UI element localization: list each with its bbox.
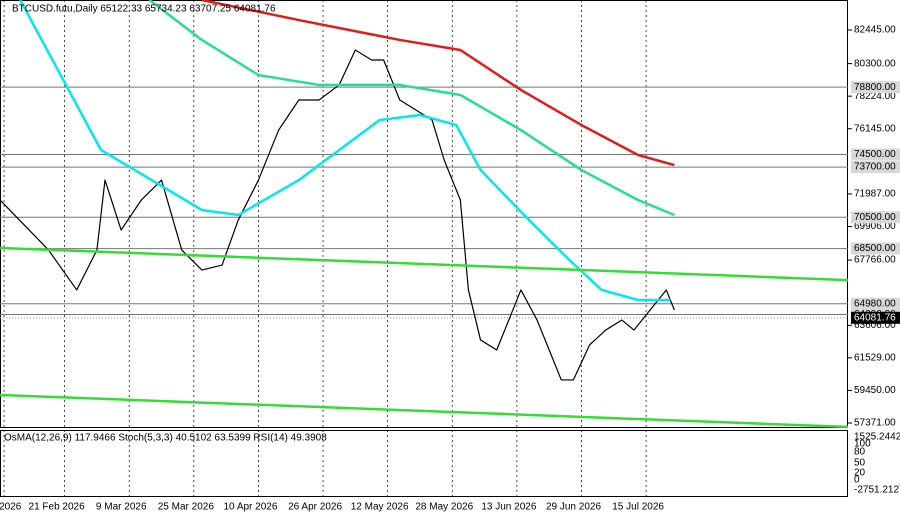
x-tick-label: 29 Jun 2026	[546, 502, 601, 513]
y-tick-label: 67766.00	[854, 255, 896, 266]
x-tick-label: 6 Feb 2026	[0, 502, 22, 513]
indicator-label: 80	[854, 447, 866, 458]
series-line	[201, 0, 675, 167]
indicator-label: 20	[854, 468, 866, 479]
x-tick-label: 9 Mar 2026	[96, 502, 147, 513]
indicator-label: 1525.2442	[854, 432, 900, 443]
indicator-panel	[0, 430, 848, 497]
y-tick-label: 61529.00	[854, 352, 896, 363]
x-tick-label: 21 Feb 2026	[29, 502, 86, 513]
y-tick-label: 78224.00	[854, 91, 896, 102]
series-line	[0, 49, 675, 381]
indicator-label: 50	[854, 458, 866, 469]
level-tag	[851, 211, 900, 224]
indicator-label: 0	[854, 475, 860, 486]
y-tick-label: 71987.00	[854, 189, 896, 200]
x-tick-label: 26 Apr 2026	[288, 502, 342, 513]
indicator-label: -2751.2127	[854, 485, 900, 496]
series-line	[0, 246, 849, 282]
level-label: 64980.00	[854, 298, 896, 309]
x-tick-label: 15 Jul 2026	[612, 502, 664, 513]
level-tag	[851, 81, 900, 94]
y-tick-label: 59450.00	[854, 385, 896, 396]
last-price-label: 64081.76	[854, 312, 896, 323]
level-label: 73700.00	[854, 162, 896, 173]
level-label: 70500.00	[854, 212, 896, 223]
chart-title: BTCUSD.futu,Daily 65122.33 65734.23 6370…	[12, 4, 276, 15]
y-tick-label: 69906.00	[854, 221, 896, 232]
level-label: 74500.00	[854, 149, 896, 160]
indicator-title: OsMA(12,26,9) 117.9466 Stoch(5,3,3) 40.5…	[4, 433, 327, 444]
x-tick-label: 10 Apr 2026	[223, 502, 277, 513]
main-panel	[0, 0, 848, 428]
level-label: 68500.00	[854, 243, 896, 254]
level-label: 78800.00	[854, 82, 896, 93]
x-tick-label: 13 Jun 2026	[481, 502, 536, 513]
y-tick-label: 76145.00	[854, 123, 896, 134]
y-tick-label: 80300.00	[854, 58, 896, 69]
y-tick-label: 57371.00	[854, 418, 896, 429]
indicator-label: 100	[854, 439, 871, 450]
level-tag	[851, 161, 900, 174]
level-tag	[851, 297, 900, 310]
y-tick-label: 63606.00	[854, 320, 896, 331]
series-line	[0, 393, 849, 429]
y-tick-label: 82445.00	[854, 25, 896, 36]
x-tick-label: 12 May 2026	[351, 502, 409, 513]
level-tag	[851, 148, 900, 161]
series-line	[148, 0, 675, 217]
last-price-tag	[851, 311, 900, 324]
series-line	[19, 0, 671, 302]
x-tick-label: 25 Mar 2026	[158, 502, 215, 513]
level-tag	[851, 242, 900, 255]
x-tick-label: 28 May 2026	[415, 502, 473, 513]
